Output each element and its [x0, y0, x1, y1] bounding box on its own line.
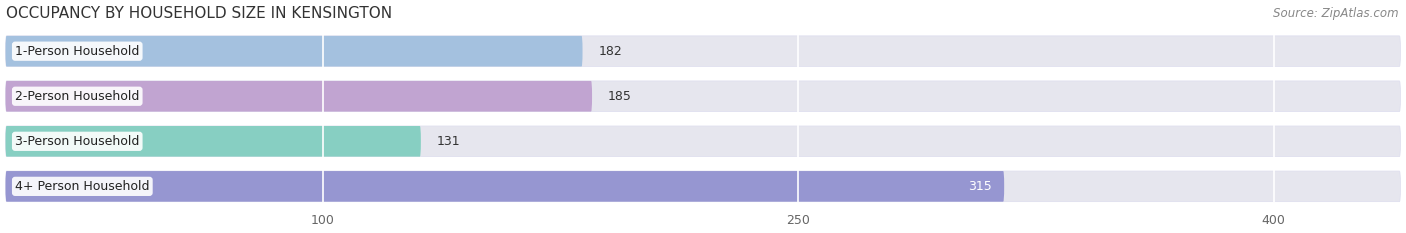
FancyBboxPatch shape — [6, 81, 1400, 112]
Text: 315: 315 — [967, 180, 991, 193]
Text: 3-Person Household: 3-Person Household — [15, 135, 139, 148]
Text: 185: 185 — [607, 90, 631, 103]
FancyBboxPatch shape — [6, 171, 1400, 202]
FancyBboxPatch shape — [6, 36, 1400, 66]
Text: 182: 182 — [599, 45, 621, 58]
FancyBboxPatch shape — [6, 126, 1400, 157]
Text: 2-Person Household: 2-Person Household — [15, 90, 139, 103]
FancyBboxPatch shape — [6, 36, 582, 66]
Text: Source: ZipAtlas.com: Source: ZipAtlas.com — [1274, 7, 1399, 20]
Text: OCCUPANCY BY HOUSEHOLD SIZE IN KENSINGTON: OCCUPANCY BY HOUSEHOLD SIZE IN KENSINGTO… — [6, 6, 392, 21]
FancyBboxPatch shape — [6, 81, 592, 112]
Text: 131: 131 — [437, 135, 460, 148]
FancyBboxPatch shape — [6, 171, 1004, 202]
Text: 4+ Person Household: 4+ Person Household — [15, 180, 149, 193]
FancyBboxPatch shape — [6, 126, 420, 157]
Text: 1-Person Household: 1-Person Household — [15, 45, 139, 58]
